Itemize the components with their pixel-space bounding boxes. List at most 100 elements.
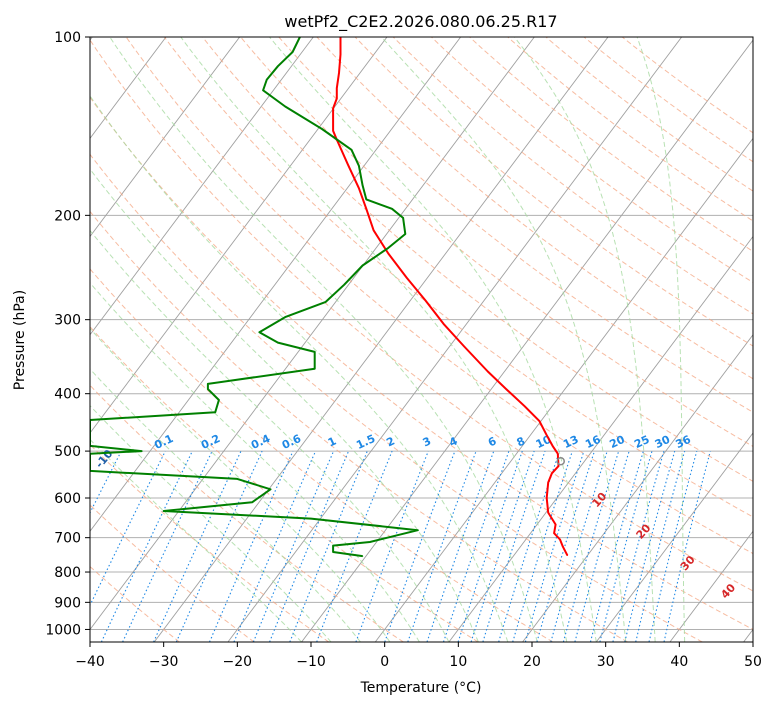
mixing-ratio-line [562,450,620,642]
temperature-point [566,554,568,557]
dewpoint-point [325,301,327,303]
x-tick-label: 0 [380,654,389,670]
mixing-ratio-line [426,450,495,642]
moist-adiabat-line [636,37,686,642]
dewpoint-point [361,184,364,186]
mixing-ratio-line [536,450,596,642]
dewpoint-point [402,217,404,219]
x-tick-label: 10 [449,654,467,670]
temperature-point [551,472,553,474]
moist-adiabat-line [90,282,420,642]
temperature-point [538,420,540,422]
temperature-point [547,512,549,514]
isotherm-line [522,334,753,642]
temperature-point [336,87,338,89]
isotherm-line [374,137,753,642]
dry-adiabat-line [90,153,703,642]
dry-adiabat-line [392,37,753,315]
dewpoint-point [417,529,419,531]
dewpoint-point [258,331,261,333]
dry-adiabat-line [125,37,753,555]
temperature-point [546,434,548,436]
dewpoint-point [140,450,143,452]
dry-adiabat-line [90,96,753,630]
mixing-ratio-line [574,450,630,642]
dewpoint-point [391,208,393,210]
mixing-ratio-line [252,450,335,642]
y-tick-label: 100 [54,30,81,46]
dewpoint-point [343,284,345,286]
dewpoint-point [332,545,334,547]
temperature-point [562,546,564,548]
y-axis-title: Pressure (hPa) [12,290,28,390]
mixing-ratio-line [289,450,368,642]
dewpoint-point [218,399,220,401]
x-tick-label: 50 [744,654,762,670]
y-tick-label: 200 [54,208,81,224]
dry-adiabat-line [90,210,628,642]
temperature-point [559,538,561,541]
mixing-ratio-line [208,450,294,642]
temperature-point [365,208,367,210]
mixing-ratio-line [589,450,644,642]
mixing-ratio-line [663,450,711,642]
temperature-point [557,465,560,467]
x-tick-label: −10 [296,654,326,670]
dewpoint-point [207,388,209,390]
y-tick-label: 900 [54,595,81,611]
axes: −40 −30 −20 −10 0 10 20 30 40 50 100 200 300 400 500 60… [45,30,762,670]
mixing-ratio-line [442,450,510,642]
mixing-ratio-line [407,450,477,642]
x-tick-label: 20 [523,654,541,670]
moist-adiabat-line [514,37,656,642]
temperature-point [336,97,338,100]
temperature-point [373,229,375,231]
mixing-ratio-line [599,450,653,642]
dewpoint-point [277,65,279,67]
temperature-point [552,445,554,447]
mixing-ratio-line [624,450,676,642]
temperature-point [505,388,507,390]
dewpoint-point [207,383,209,385]
mixing-ratio-line [635,450,686,642]
mixing-ratio-label: 13 [561,433,580,451]
mixing-ratio-line [384,450,456,642]
x-tick-label: −40 [75,654,105,670]
y-tick-label: 500 [54,444,81,460]
moist-adiabat-line [269,37,597,642]
dry-adiabat-line [202,37,753,482]
dry-adiabat-line [90,326,479,642]
mixing-ratio-line [550,450,608,642]
x-axis-title: Temperature (°C) [360,680,482,696]
y-tick-label: 700 [54,531,81,547]
dewpoint-point [277,342,279,344]
temperature-series-line [332,37,569,556]
isotherm-line [90,37,314,336]
dewpoint-point [163,510,165,512]
temperature-point [554,523,557,526]
dewpoint-point [321,128,323,130]
dewpoint-point [365,198,367,201]
temperature-point [546,497,548,499]
mixing-ratio-line [457,450,523,642]
dry-adiabat-line [240,37,753,447]
dewpoint-point [358,165,360,167]
temperature-point [339,53,342,56]
dry-adiabat-line [316,37,753,380]
x-tick-label: 40 [670,654,688,670]
moist-adiabat-line [180,37,568,642]
dewpoint-point [387,247,389,249]
mixing-ratio-line [90,450,166,607]
moist-adiabat-line [90,229,450,642]
x-tick-label: −20 [223,654,253,670]
mixing-ratio-line [612,450,665,642]
mixing-ratio-line [470,450,535,642]
y-tick-label: 400 [54,387,81,403]
mixing-ratio-line [90,450,122,514]
dewpoint-point [214,411,216,413]
dewpoint-point [350,149,353,151]
mixing-ratio-line [482,450,546,642]
dry-adiabat-line [354,37,753,347]
y-tick-label: 300 [54,313,81,329]
